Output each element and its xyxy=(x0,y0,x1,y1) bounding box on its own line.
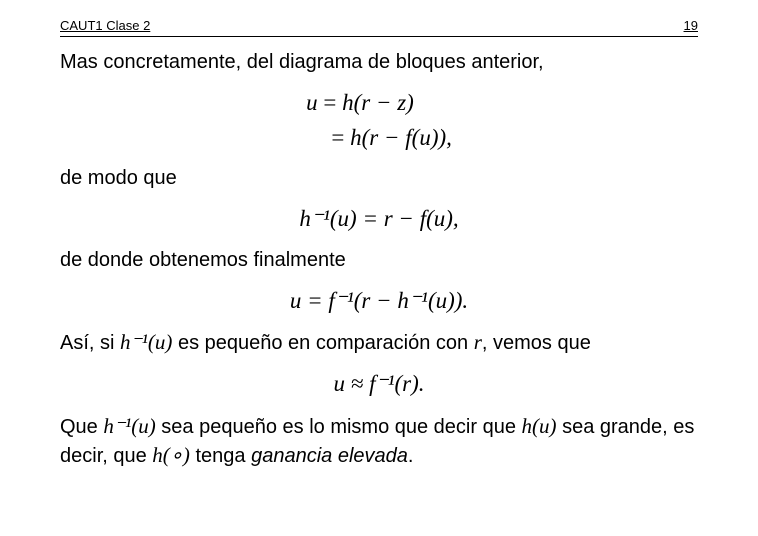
equals-sign: = xyxy=(323,90,342,115)
p4-post: , vemos que xyxy=(482,332,591,354)
p5-post: . xyxy=(408,445,414,467)
header-page-number: 19 xyxy=(684,18,698,33)
paragraph-3: de donde obtenemos finalmente xyxy=(60,247,698,274)
p4-mid: es pequeño en comparación con xyxy=(172,332,473,354)
equals-sign: = xyxy=(331,125,350,150)
equation-block-1: u = h(r − z) = h(r − f(u)), xyxy=(60,86,698,155)
p4-pre: Así, si xyxy=(60,332,120,354)
inline-math-h-circ: h(∘) xyxy=(152,443,190,467)
eq1-lhs: u xyxy=(306,90,318,115)
body: Mas concretamente, del diagrama de bloqu… xyxy=(60,49,698,470)
eq4: u ≈ f⁻¹(r). xyxy=(333,371,424,396)
equation-block-4: u ≈ f⁻¹(r). xyxy=(60,367,698,402)
p5-mid1: sea pequeño es lo mismo que decir que xyxy=(156,416,522,438)
eq2: h⁻¹(u) = r − f(u), xyxy=(299,206,458,231)
equation-block-2: h⁻¹(u) = r − f(u), xyxy=(60,202,698,237)
eq1-line2-rhs: h(r − f(u)), xyxy=(350,125,452,150)
paragraph-5: Que h⁻¹(u) sea pequeño es lo mismo que d… xyxy=(60,412,698,470)
paragraph-2: de modo que xyxy=(60,165,698,192)
eq1-line1-rhs: h(r − z) xyxy=(342,90,414,115)
inline-math-hinv-u: h⁻¹(u) xyxy=(120,330,172,354)
inline-math-r: r xyxy=(474,330,482,354)
inline-math-hinv-u-2: h⁻¹(u) xyxy=(103,414,155,438)
paragraph-1: Mas concretamente, del diagrama de bloqu… xyxy=(60,49,698,76)
paragraph-4: Así, si h⁻¹(u) es pequeño en comparación… xyxy=(60,328,698,357)
p5-emphasis: ganancia elevada xyxy=(251,445,408,467)
equation-block-3: u = f⁻¹(r − h⁻¹(u)). xyxy=(60,284,698,319)
page: CAUT1 Clase 2 19 Mas concretamente, del … xyxy=(0,0,758,496)
eq3: u = f⁻¹(r − h⁻¹(u)). xyxy=(290,288,468,313)
page-header: CAUT1 Clase 2 19 xyxy=(60,18,698,37)
header-left: CAUT1 Clase 2 xyxy=(60,18,150,33)
p5-pre: Que xyxy=(60,416,103,438)
p5-mid3: tenga xyxy=(190,445,251,467)
inline-math-h-u: h(u) xyxy=(522,414,557,438)
